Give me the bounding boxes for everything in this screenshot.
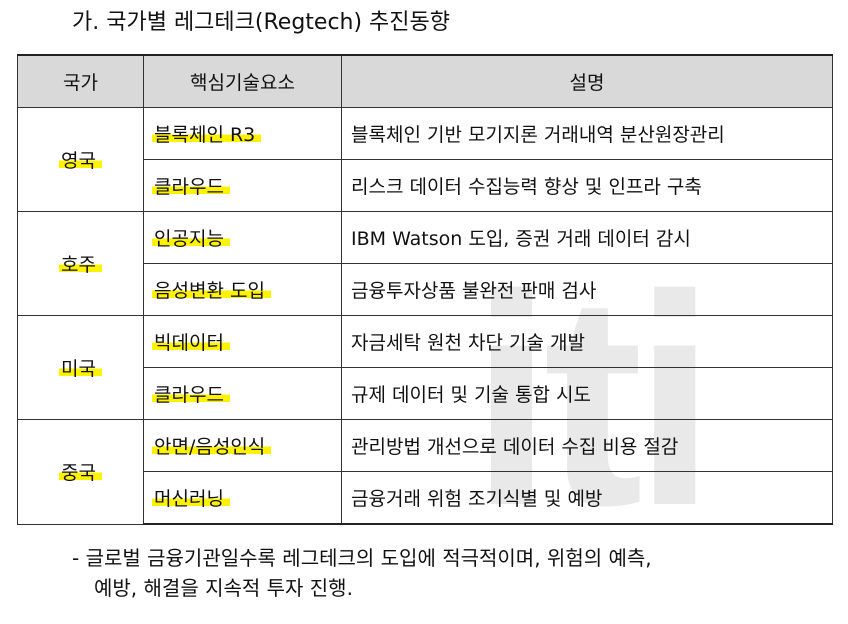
tech-label: 빅데이터 (152, 332, 230, 354)
description-cell: 관리방법 개선으로 데이터 수집 비용 절감 (341, 419, 833, 472)
tech-label: 인공지능 (152, 228, 230, 250)
note-line-1: - 글로벌 금융기관일수록 레그테크의 도입에 적극적이며, 위험의 예측, (72, 546, 652, 570)
tech-cell: 클라우드 (143, 159, 342, 212)
country-cell: 미국 (17, 315, 144, 420)
tech-cell: 안면/음성인식 (143, 419, 342, 472)
tech-cell: 인공지능 (143, 211, 342, 264)
table-row: 중국 안면/음성인식 관리방법 개선으로 데이터 수집 비용 절감 (17, 419, 833, 525)
table-row: 호주 인공지능 IBM Watson 도입, 증권 거래 데이터 감시 (17, 211, 833, 316)
table-row: 미국 빅데이터 자금세탁 원천 차단 기술 개발 (17, 315, 833, 420)
tech-label: 클라우드 (152, 384, 230, 406)
header-description: 설명 (341, 54, 833, 108)
description-cell: 금융거래 위험 조기식별 및 예방 (341, 471, 833, 525)
description-cell: 금융투자상품 불완전 판매 검사 (341, 263, 833, 316)
tech-cell: 클라우드 (143, 367, 342, 420)
note-line-2: 예방, 해결을 지속적 투자 진행. (94, 576, 353, 600)
tech-cell: 빅데이터 (143, 315, 342, 368)
country-cell: 중국 (17, 419, 144, 525)
table-row: 머신러닝 금융거래 위험 조기식별 및 예방 (18, 471, 833, 525)
description-cell: 리스크 데이터 수집능력 향상 및 인프라 구축 (341, 159, 833, 212)
table-header-row: 국가 핵심기술요소 설명 (17, 54, 833, 108)
tech-label: 음성변환 도입 (152, 280, 271, 302)
section-heading: 가. 국가별 레그테크(Regtech) 추진동향 (72, 10, 451, 35)
country-label: 호주 (59, 254, 102, 276)
description-cell: 블록체인 기반 모기지론 거래내역 분산원장관리 (341, 107, 833, 160)
description-cell: 규제 데이터 및 기술 통합 시도 (341, 367, 833, 420)
country-label: 미국 (59, 358, 102, 380)
description-cell: 자금세탁 원천 차단 기술 개발 (341, 315, 833, 368)
header-country: 국가 (17, 54, 144, 108)
country-cell: 호주 (17, 211, 144, 316)
header-tech: 핵심기술요소 (143, 54, 342, 108)
description-cell: IBM Watson 도입, 증권 거래 데이터 감시 (341, 211, 833, 264)
table-row: 영국 블록체인 R3 블록체인 기반 모기지론 거래내역 분산원장관리 (17, 107, 833, 212)
country-label: 중국 (59, 462, 102, 485)
tech-cell: 블록체인 R3 (143, 107, 342, 160)
country-cell: 영국 (17, 107, 144, 212)
tech-cell: 머신러닝 (143, 471, 342, 525)
tech-label: 블록체인 R3 (152, 124, 262, 146)
table-row: 음성변환 도입 금융투자상품 불완전 판매 검사 (18, 263, 833, 316)
tech-label: 머신러닝 (152, 488, 230, 510)
tech-label: 안면/음성인식 (152, 436, 272, 458)
country-label: 영국 (59, 150, 102, 172)
tech-cell: 음성변환 도입 (143, 263, 342, 316)
summary-note: - 글로벌 금융기관일수록 레그테크의 도입에 적극적이며, 위험의 예측, 예… (72, 543, 652, 603)
tech-label: 클라우드 (152, 176, 230, 198)
table-row: 클라우드 리스크 데이터 수집능력 향상 및 인프라 구축 (18, 159, 833, 212)
regtech-table: 국가 핵심기술요소 설명 영국 블록체인 R3 블록체인 기반 모기지론 거래내… (17, 54, 833, 525)
